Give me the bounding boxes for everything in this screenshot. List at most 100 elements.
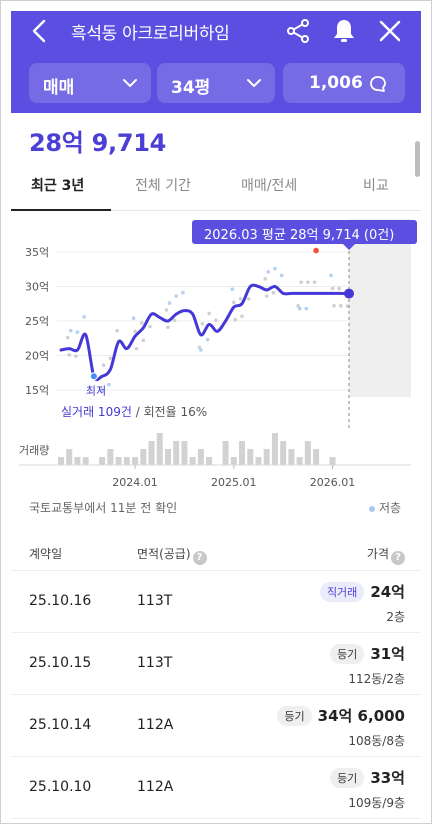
volume-bar [255,457,262,465]
close-icon[interactable] [377,18,403,44]
comments-button[interactable]: 1,006 [283,63,405,103]
tab-sale-jeonse[interactable]: 매매/전세 [241,178,298,194]
table-row[interactable]: 25.10.16 113T 직거래 24억 2층 [11,571,421,633]
deal-type-badge: 등기 [330,643,365,664]
legend-low-label: 저층 [379,501,402,515]
transaction-dots [65,247,350,394]
future-shade-area [349,219,411,397]
header-bar: 흑석동 아크로리버하임 [11,11,421,51]
series-point [273,285,277,288]
price-line: 등기 31억 [330,643,405,664]
transaction-count: 실거래 109건 [61,405,132,419]
tab-all-period[interactable]: 전체 기간 [135,178,191,194]
series-point [306,292,310,295]
unit-floor: 108동/8층 [348,734,405,748]
transaction-dot [68,328,73,333]
bell-icon[interactable] [331,17,357,45]
chat-bubble-icon [370,76,386,92]
col-price-label: 가격 [366,547,389,561]
unit-floor: 109동/9층 [348,796,405,810]
series-point [76,348,79,352]
help-icon[interactable]: ? [192,551,207,565]
series-point [257,285,260,288]
series-point [339,292,343,295]
chart-gridlines [57,251,411,391]
transaction-dot [299,280,303,285]
min-price-label: 최저 [86,384,106,397]
transaction-dot [332,304,336,308]
chart-tooltip: 2026.03 평균 28억 9,714 (0건) [192,220,417,244]
area-type: 113T [137,593,173,609]
transaction-dot [133,329,137,334]
x-axis: 2024.01 2025.01 2026.01 [112,465,355,489]
share-icon[interactable] [285,18,311,44]
price-line: 등기 33억 [330,767,405,788]
price-cell: 직거래 24억 2층 [319,581,405,625]
transaction-dot [131,316,136,321]
transaction-dot [263,277,268,281]
transaction-dot [329,273,333,278]
transaction-dot [199,348,203,352]
transaction-dot [172,318,177,323]
transaction-dot [164,308,169,312]
col-price: 가격? [367,545,405,565]
deal-amount: 34억 6,000 [317,707,405,725]
current-price-marker [344,288,354,299]
volume-bar [173,441,180,465]
deal-type-badge: 등기 [330,767,365,788]
volume-bar [206,457,213,465]
volume-bar [197,449,204,465]
volume-bars [58,433,336,465]
series-point [265,288,269,292]
transaction-dot [107,382,111,387]
series-point [109,368,112,371]
transaction-dot [306,280,310,285]
deal-type-badge: 등기 [277,705,312,726]
transaction-dot [75,330,80,334]
volume-bar [82,457,89,465]
price-chart[interactable]: 35억 30억 25억 20억 15억 최저 실거래 109건 / 회전율 16% 거래… [11,211,421,496]
back-arrow-icon[interactable] [27,17,53,45]
tab-active-indicator [11,209,111,211]
transaction-dot [297,306,302,311]
volume-bar [148,441,155,465]
help-icon[interactable]: ? [391,551,405,565]
scrollbar[interactable] [415,141,420,177]
table-row[interactable]: 25.10.15 113T 등기 31억 112동/2층 [11,633,421,695]
tab-recent-3y[interactable]: 최근 3년 [31,178,85,194]
price-cell: 등기 34억 6,000 108동/8층 [277,705,405,749]
series-point [84,333,87,337]
transaction-dot [181,290,185,295]
transaction-dot [101,363,106,368]
transaction-dot [100,389,104,394]
transaction-dot [230,287,235,292]
volume-bar [107,449,114,465]
size-dropdown[interactable]: 34평 [157,63,275,103]
trade-type-dropdown[interactable]: 매매 [29,63,151,103]
y-tick-label: 25억 [25,315,49,328]
transaction-dot [279,273,284,278]
series-point [191,312,194,316]
transaction-dot [108,356,113,361]
deal-amount: 33억 [370,769,405,787]
table-row[interactable]: 25.10.10 112A 등기 33억 109동/9층 [11,757,421,819]
series-point [150,312,153,316]
col-date: 계약일 [29,547,63,561]
volume-bar [280,441,287,465]
price-line: 등기 34억 6,000 [277,705,405,726]
volume-bar [288,449,295,465]
transaction-stats: 실거래 109건 / 회전율 16% [61,405,207,419]
table-row[interactable]: 25.10.14 112A 등기 34억 6,000 108동/8층 [11,695,421,757]
transaction-dot [200,321,205,326]
y-tick-label: 30억 [25,280,49,293]
series-point [240,302,244,306]
transactions-table-header: 계약일 면적(공급)? 가격? [11,537,421,571]
series-point [248,285,252,288]
tab-compare[interactable]: 비교 [363,178,389,194]
y-tick-label: 15억 [25,384,49,397]
x-tick-label: 2025.01 [211,476,257,489]
series-point [141,326,145,330]
volume-bar [115,457,122,465]
transaction-dot [148,324,152,329]
series-point [331,292,334,295]
